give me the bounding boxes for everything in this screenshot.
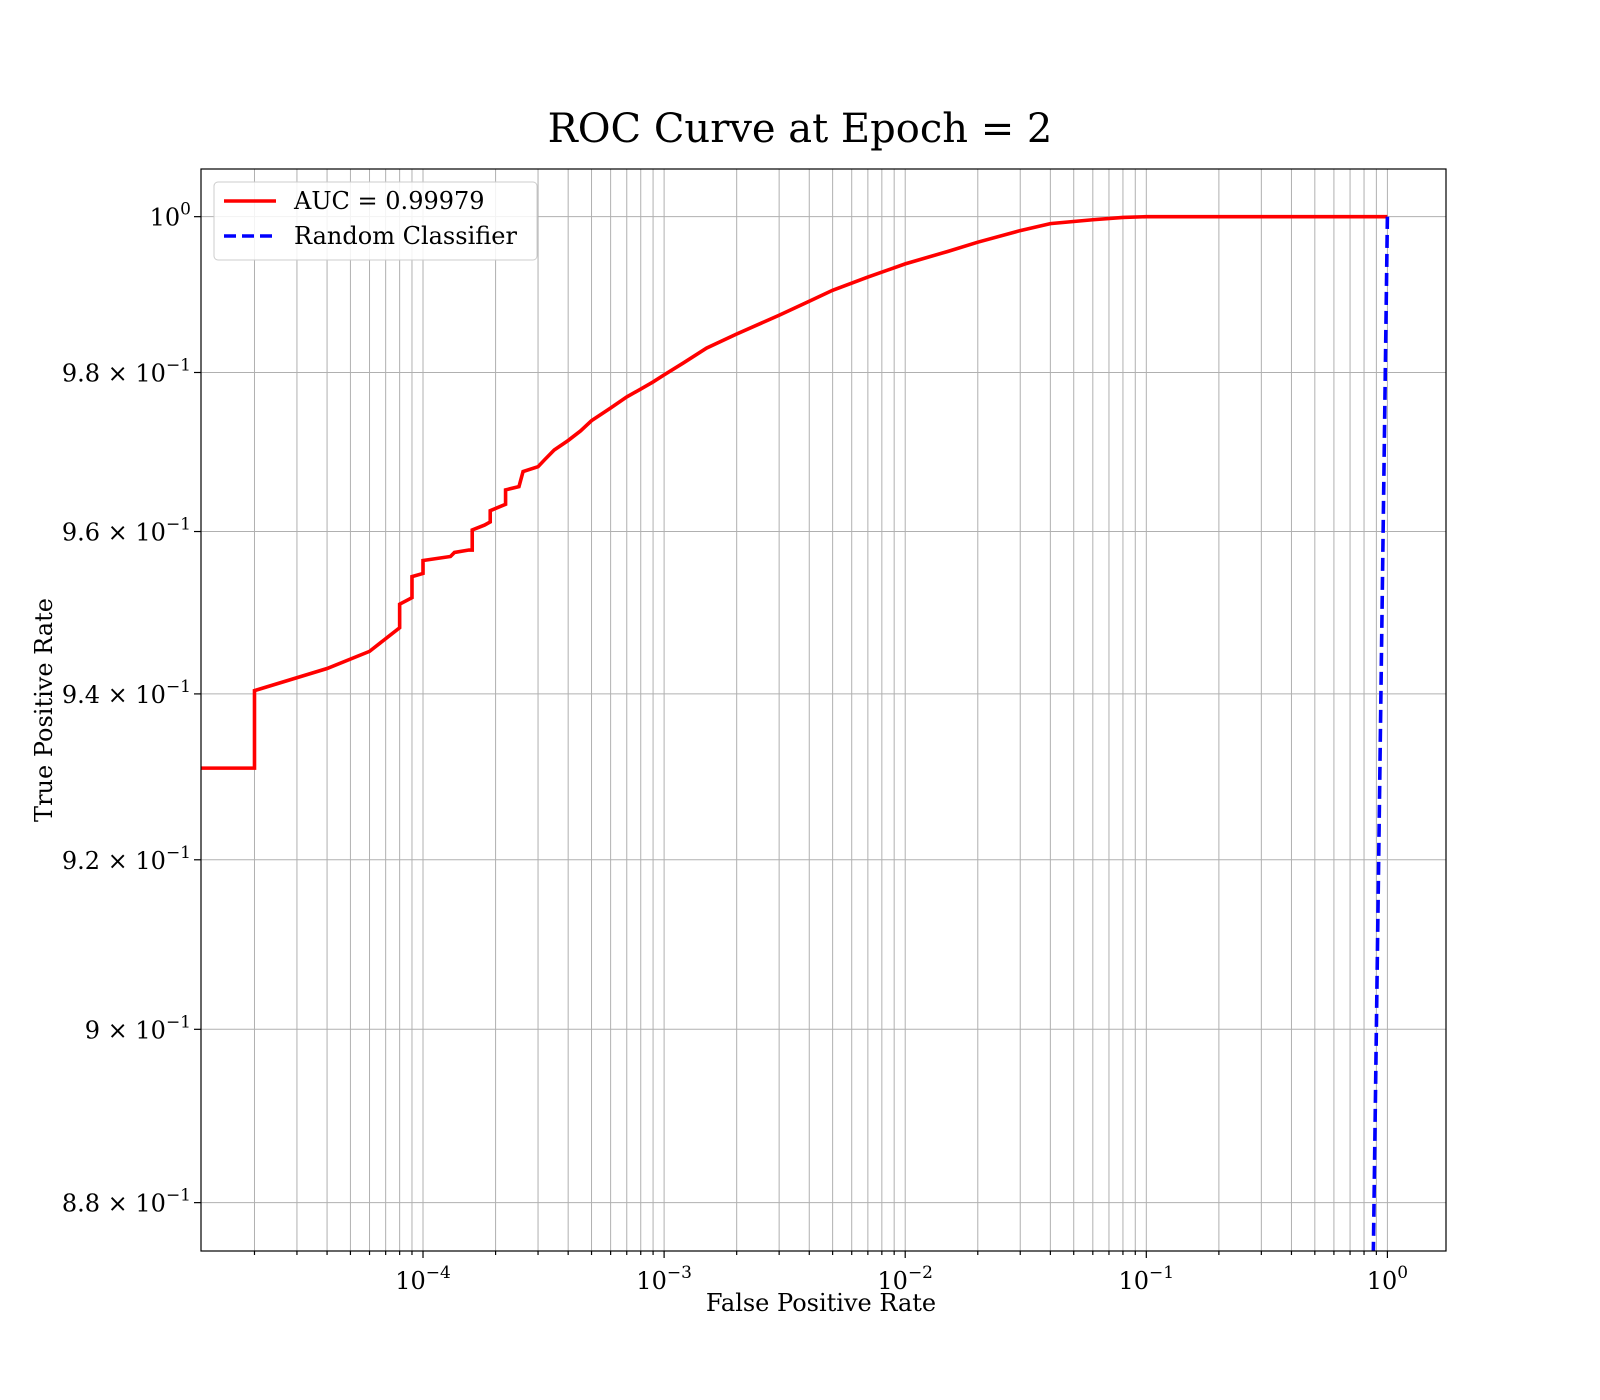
y-tick-base: 8.8 × 10 (62, 1190, 166, 1218)
y-tick-label: 8.8 × 10−1 (62, 1186, 191, 1218)
legend: AUC = 0.99979 Random Classifier (213, 181, 538, 261)
plot-frame (200, 168, 1447, 1252)
roc-curve-line (201, 214, 1388, 770)
plot-area (201, 214, 1390, 1251)
x-tick-label: 100 (1367, 1263, 1408, 1295)
y-tick-exponent: −1 (166, 515, 191, 535)
x-tick-label: 10−4 (395, 1263, 451, 1295)
y-tick-base: 10 (150, 204, 181, 232)
y-tick-label: 9.4 × 10−1 (62, 677, 191, 709)
legend-label-auc: AUC = 0.99979 (293, 187, 485, 215)
x-axis-label: False Positive Rate (706, 1289, 936, 1317)
y-tick-base: 9.6 × 10 (62, 519, 166, 547)
x-tick-exponent: −3 (667, 1263, 692, 1283)
y-tick-label: 9 × 10−1 (85, 1012, 191, 1044)
y-tick-exponent: −1 (166, 677, 191, 697)
random-classifier-line (1371, 216, 1390, 1251)
y-tick-label: 100 (150, 200, 191, 232)
x-tick-label: 10−1 (1119, 1263, 1175, 1295)
x-tick-base: 10 (636, 1267, 667, 1295)
legend-label-random: Random Classifier (294, 222, 517, 250)
grid (201, 169, 1446, 1251)
x-tick-label: 10−3 (636, 1263, 692, 1295)
y-tick-base: 9.2 × 10 (62, 847, 166, 875)
y-tick-exponent: −1 (166, 843, 191, 863)
y-tick-base: 9.8 × 10 (62, 359, 166, 387)
y-tick-label: 9.6 × 10−1 (62, 515, 191, 547)
x-tick-base: 10 (395, 1267, 426, 1295)
y-tick-base: 9.4 × 10 (62, 681, 166, 709)
chart-title: ROC Curve at Epoch = 2 (548, 106, 1053, 152)
y-axis: 8.8 × 10−19 × 10−19.2 × 10−19.4 × 10−19.… (62, 200, 201, 1218)
x-tick-exponent: 0 (1397, 1263, 1408, 1283)
x-tick-base: 10 (1119, 1267, 1150, 1295)
x-tick-exponent: −1 (1149, 1263, 1174, 1283)
x-tick-exponent: −4 (426, 1263, 451, 1283)
legend-box (213, 181, 538, 261)
x-tick-label: 10−2 (877, 1263, 933, 1295)
y-tick-exponent: −1 (166, 1186, 191, 1206)
y-tick-exponent: 0 (180, 200, 191, 220)
y-axis-label: True Positive Rate (30, 598, 58, 822)
x-tick-base: 10 (877, 1267, 908, 1295)
x-tick-base: 10 (1367, 1267, 1398, 1295)
y-tick-exponent: −1 (166, 1012, 191, 1032)
x-axis: 10−4 10−3 10−2 10−1 100 (253, 1251, 1408, 1295)
y-tick-label: 9.8 × 10−1 (62, 355, 191, 387)
y-tick-label: 9.2 × 10−1 (62, 843, 191, 875)
x-tick-exponent: −2 (908, 1263, 933, 1283)
y-tick-exponent: −1 (166, 355, 191, 375)
y-tick-base: 9 × 10 (85, 1016, 166, 1044)
